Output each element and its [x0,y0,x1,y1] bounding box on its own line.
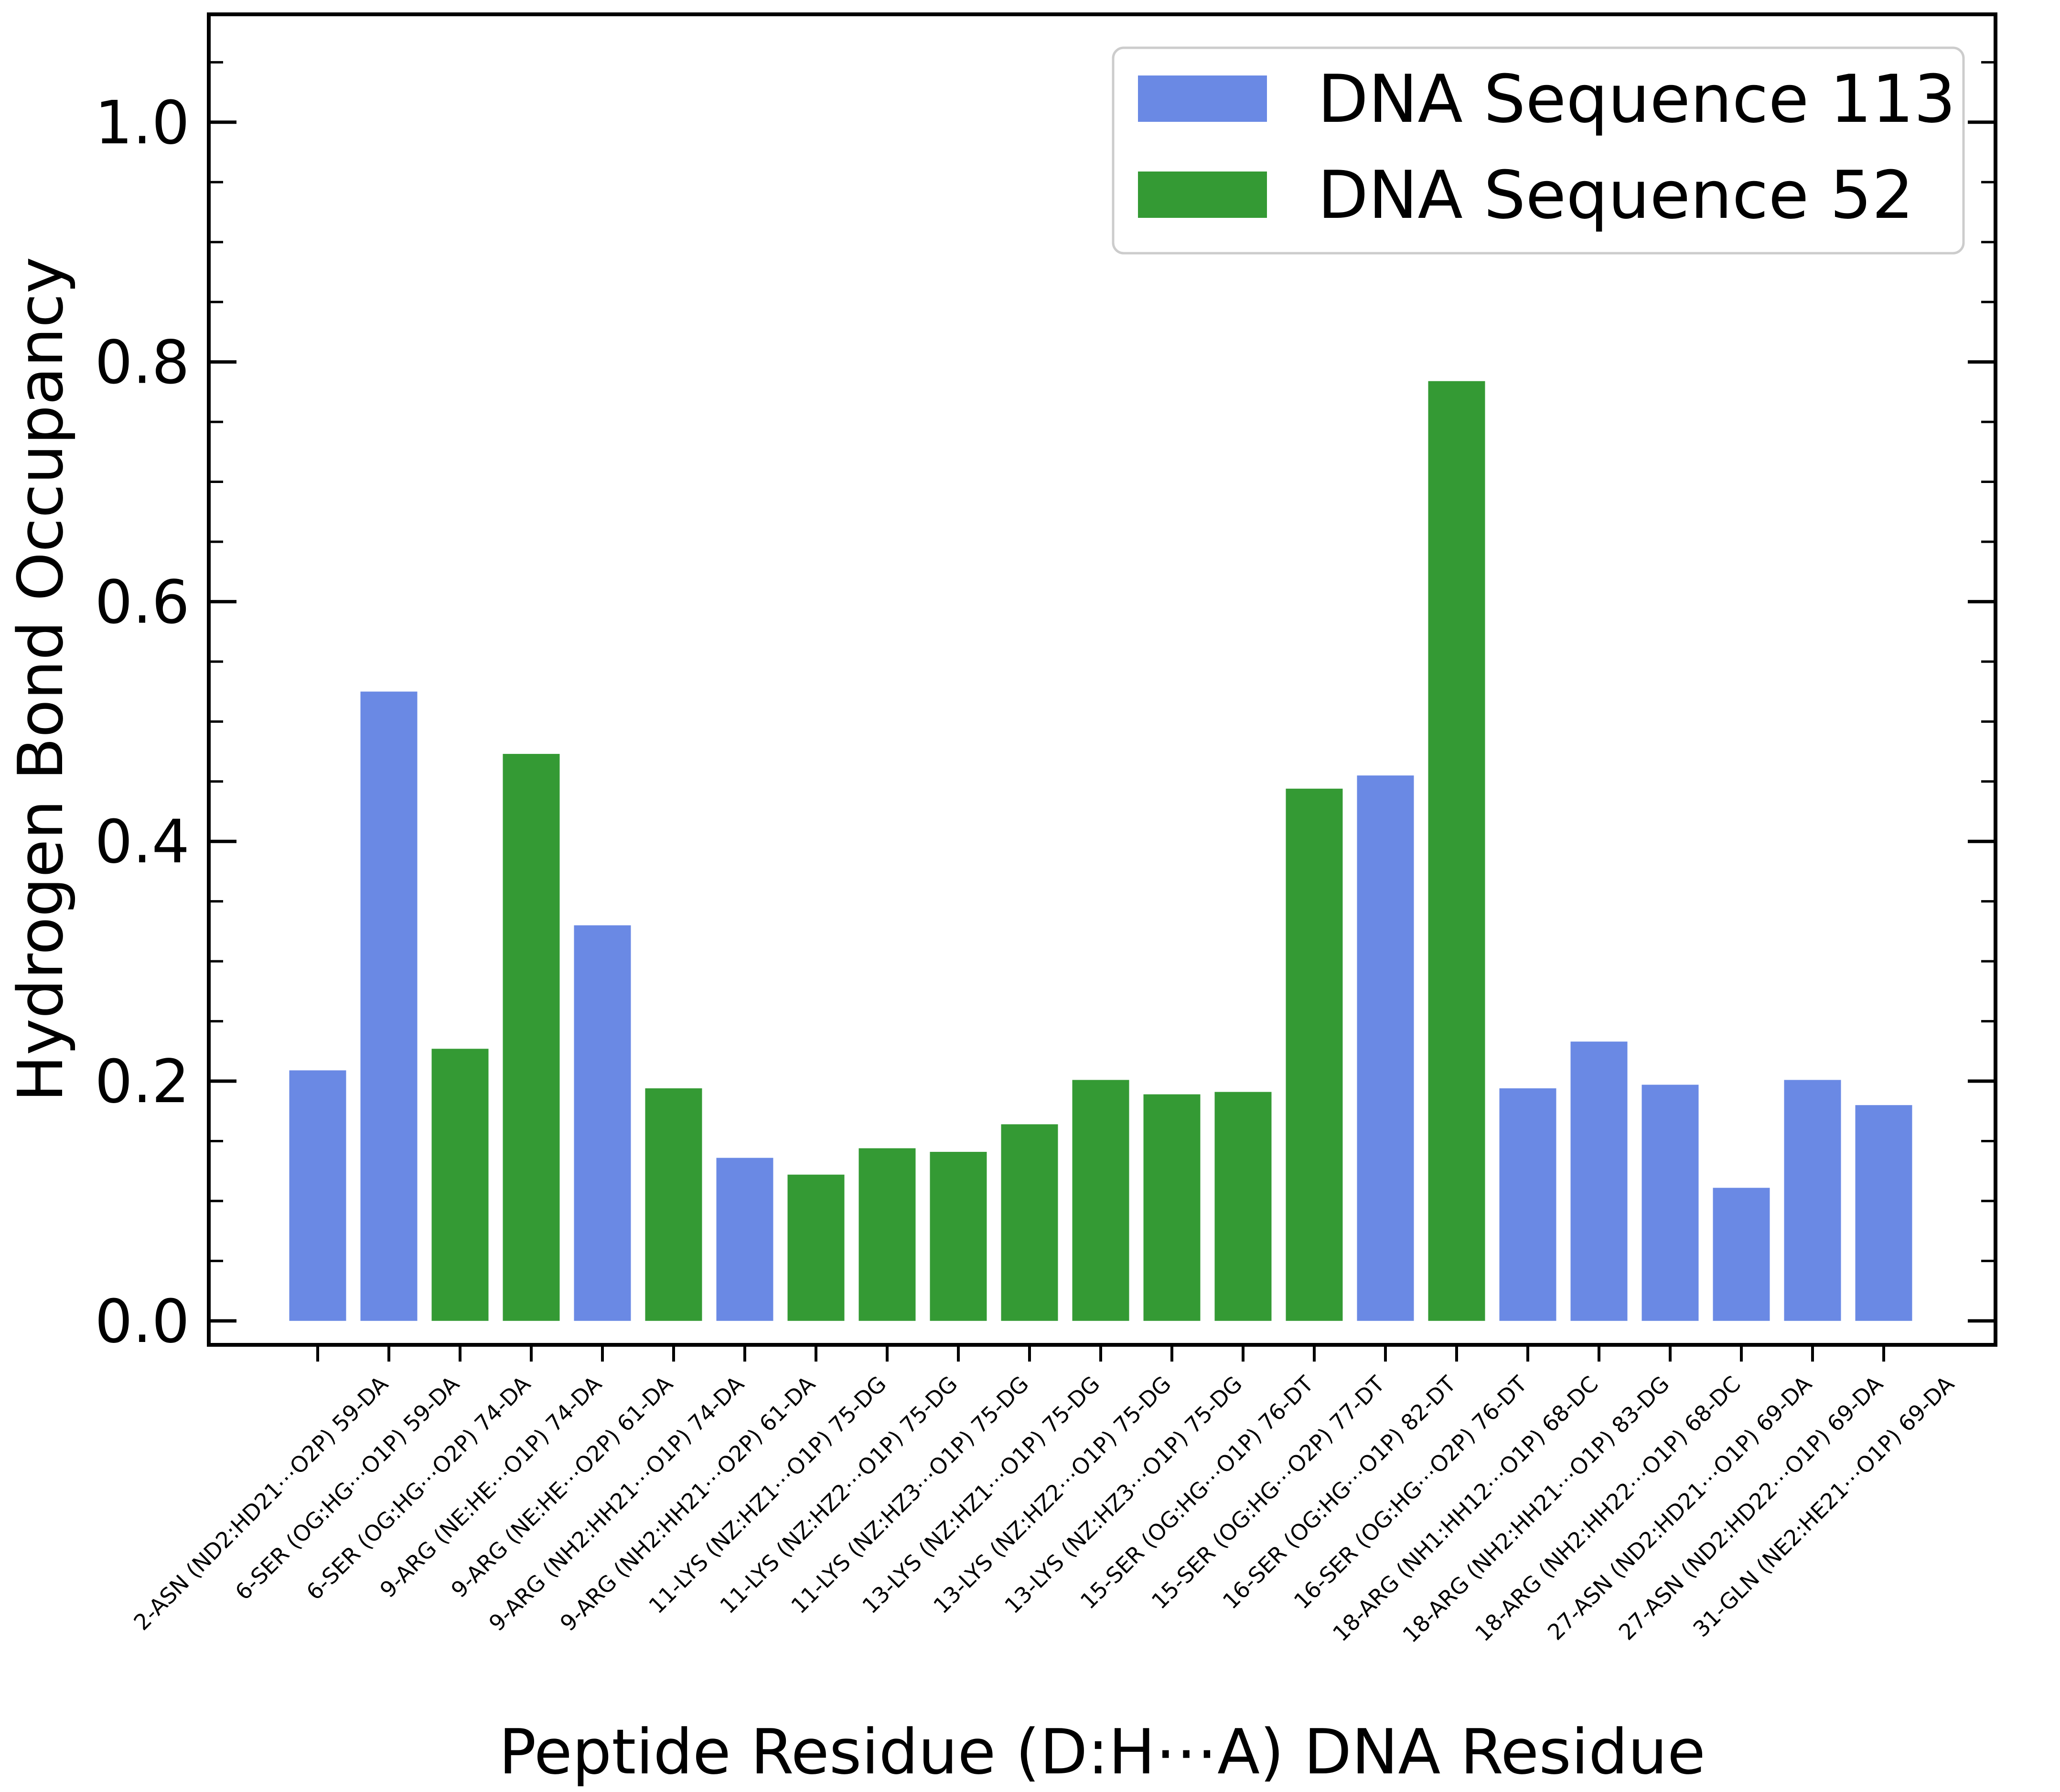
y-tick-label: 0.0 [95,1287,190,1356]
bar-3 [431,1049,489,1321]
bars-group [289,381,1912,1321]
x-tick-labels: 2-ASN (ND2:HD21⋯O2P) 59-DA6-SER (OG:HG⋯O… [129,1371,1959,1648]
plot-frame [207,12,1997,1347]
x-tick-label: 18-ARG (NH1:HH12⋯O1P) 68-DC [1328,1371,1603,1647]
bar-2 [360,691,418,1321]
x-tick-label: 27-ASN (ND2:HD22⋯O1P) 69-DA [1614,1371,1888,1645]
y-tick-label: 0.8 [95,328,190,397]
legend-frame [1112,46,1965,255]
x-tick-label: 9-ARG (NH2:HH21⋯O1P) 74-DA [484,1371,749,1636]
x-tick-label: 31-GLN (NE2:HE21⋯O1P) 69-DA [1688,1371,1959,1642]
bar-23 [1855,1105,1912,1321]
legend-swatch-seq52 [1138,172,1267,218]
bar-5 [574,925,631,1321]
bar-17 [1428,381,1485,1321]
bar-1 [289,1070,346,1321]
x-axis-title: Peptide Residue (D:H⋯A) DNA Residue [499,1716,1706,1788]
x-tick-label: 18-ARG (NH2:HH22⋯O1P) 68-DC [1470,1371,1746,1647]
legend-label-seq113: DNA Sequence 113 [1318,61,1956,138]
x-tick-label: 27-ASN (ND2:HD21⋯O1P) 69-DA [1543,1371,1817,1645]
bar-6 [645,1088,702,1321]
bar-7 [716,1158,773,1321]
axis-ticks [209,61,1996,1362]
x-tick-label: 2-ASN (ND2:HD21⋯O2P) 59-DA [129,1371,393,1635]
bar-18 [1499,1088,1556,1321]
bar-21 [1713,1188,1770,1321]
bar-20 [1642,1084,1699,1321]
x-tick-label: 18-ARG (NH2:HH21⋯O1P) 83-DG [1397,1371,1674,1648]
y-tick-label: 0.6 [95,568,190,637]
bar-9 [858,1148,916,1321]
x-tick-label: 9-ARG (NH2:HH21⋯O2P) 61-DA [555,1371,820,1636]
bar-12 [1072,1080,1129,1321]
legend-swatch-seq113 [1138,75,1267,122]
bar-19 [1570,1041,1628,1321]
y-tick-label: 1.0 [95,88,190,158]
legend: DNA Sequence 113 DNA Sequence 52 [1112,46,1965,255]
y-axis-title: Hydrogen Bond Occupancy [4,257,77,1102]
bar-4 [503,754,560,1321]
bar-10 [930,1152,987,1321]
bar-8 [787,1174,845,1321]
bar-16 [1357,775,1414,1321]
y-tick-label: 0.2 [95,1047,190,1116]
bar-22 [1784,1080,1841,1321]
legend-label-seq52: DNA Sequence 52 [1318,157,1914,234]
bar-13 [1143,1094,1201,1321]
y-tick-labels: 0.0 0.2 0.4 0.6 0.8 1.0 [95,88,190,1356]
y-tick-label: 0.4 [95,807,190,877]
bar-11 [1001,1124,1058,1321]
bar-15 [1286,788,1343,1321]
bar-14 [1214,1092,1272,1321]
